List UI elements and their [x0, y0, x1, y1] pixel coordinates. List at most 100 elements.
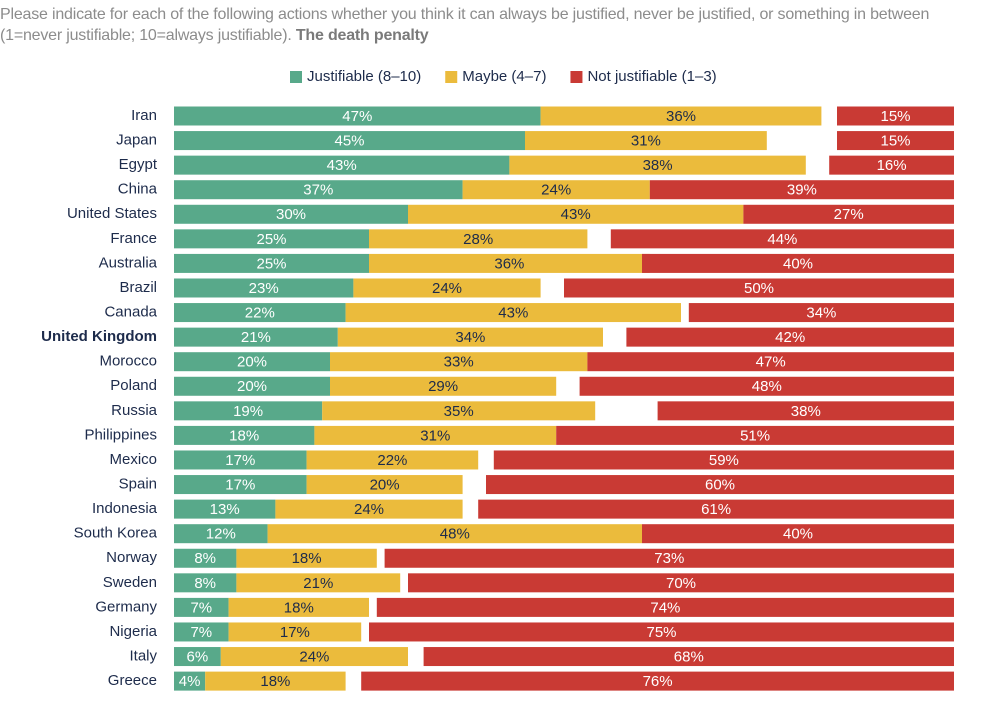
y-tick-label: Philippines	[84, 426, 157, 443]
value-label: 38%	[791, 403, 821, 420]
bar-segment	[174, 155, 510, 175]
bar-segment	[626, 327, 954, 347]
value-label: 30%	[276, 206, 306, 223]
bar-segment	[228, 622, 362, 642]
value-label: 29%	[428, 378, 458, 395]
bar-segment	[369, 253, 650, 273]
y-tick-label: Australia	[99, 254, 158, 271]
y-tick-label: South Korea	[74, 525, 158, 542]
y-tick-label: Egypt	[119, 156, 158, 173]
bar-segment	[837, 131, 954, 151]
bar-segment	[228, 597, 369, 617]
value-label: 35%	[444, 403, 474, 420]
value-label: 18%	[229, 427, 259, 444]
bar-segment	[174, 204, 408, 224]
value-label: 68%	[674, 649, 704, 666]
value-label: 24%	[541, 182, 571, 199]
value-label: 36%	[494, 255, 524, 272]
value-label: 20%	[237, 378, 267, 395]
bar-segment	[322, 401, 596, 421]
bar-segment	[330, 376, 557, 396]
value-label: 7%	[190, 624, 212, 641]
bar-segment	[314, 425, 557, 445]
bar-segment	[236, 573, 401, 593]
y-tick-label: United Kingdom	[41, 328, 157, 345]
value-label: 19%	[233, 403, 263, 420]
value-label: 44%	[767, 231, 797, 248]
value-label: 7%	[190, 599, 212, 616]
bar-segment	[174, 475, 307, 495]
value-label: 22%	[245, 305, 275, 322]
bar-segment	[369, 229, 588, 249]
bar-segment	[525, 131, 767, 151]
value-label: 4%	[179, 673, 201, 690]
value-label: 28%	[463, 231, 493, 248]
legend-label: Justifiable (8–10)	[307, 68, 421, 85]
value-label: 50%	[744, 280, 774, 297]
bar-segment	[642, 524, 954, 544]
bar-segment	[587, 352, 954, 372]
value-label: 38%	[643, 157, 673, 174]
value-label: 13%	[210, 501, 240, 518]
y-tick-label: Canada	[104, 304, 157, 321]
value-label: 47%	[756, 354, 786, 371]
legend-label: Not justifiable (1–3)	[587, 68, 716, 85]
bar-segment	[174, 524, 268, 544]
value-label: 18%	[292, 550, 322, 567]
y-tick-label: Poland	[110, 377, 157, 394]
bar-segment	[361, 671, 954, 691]
bar-segment	[408, 573, 954, 593]
value-label: 43%	[498, 305, 528, 322]
value-label: 51%	[740, 427, 770, 444]
value-label: 40%	[783, 526, 813, 543]
y-tick-label: Iran	[131, 107, 157, 124]
value-label: 75%	[646, 624, 676, 641]
value-label: 21%	[303, 575, 333, 592]
y-tick-label: Nigeria	[109, 623, 157, 640]
bar-segment	[174, 573, 237, 593]
legend-label: Maybe (4–7)	[462, 68, 546, 85]
y-tick-label: France	[110, 230, 157, 247]
bar-segment	[275, 499, 463, 519]
value-label: 8%	[194, 575, 216, 592]
y-tick-label: Russia	[111, 402, 158, 419]
value-label: 17%	[225, 452, 255, 469]
value-label: 27%	[834, 206, 864, 223]
value-label: 24%	[354, 501, 384, 518]
value-label: 37%	[303, 182, 333, 199]
bar-segment	[610, 229, 954, 249]
bar-segment	[174, 647, 221, 667]
value-label: 24%	[432, 280, 462, 297]
y-tick-label: Germany	[95, 598, 157, 615]
value-label: 24%	[299, 649, 329, 666]
bar-segment	[478, 499, 954, 519]
bar-segment	[236, 548, 377, 568]
y-tick-label: China	[118, 181, 158, 198]
bar-segment	[174, 425, 315, 445]
bar-segment	[174, 499, 276, 519]
topic: The death penalty	[295, 27, 429, 44]
y-tick-label: Indonesia	[92, 500, 158, 517]
bar-segment	[829, 155, 954, 175]
bar-segment	[267, 524, 642, 544]
value-label: 12%	[206, 526, 236, 543]
y-tick-label: United States	[67, 205, 157, 222]
value-label: 70%	[666, 575, 696, 592]
value-label: 39%	[787, 182, 817, 199]
y-tick-label: Greece	[108, 672, 157, 689]
value-label: 76%	[643, 673, 673, 690]
y-tick-label: Mexico	[109, 451, 157, 468]
value-label: 34%	[455, 329, 485, 346]
value-label: 74%	[650, 599, 680, 616]
bar-segment	[330, 352, 588, 372]
bar-segment	[174, 131, 525, 151]
bar-segment	[220, 647, 408, 667]
value-label: 21%	[241, 329, 271, 346]
value-label: 34%	[806, 305, 836, 322]
question: Please indicate for each of the followin…	[0, 6, 930, 44]
bar-segment	[564, 278, 954, 298]
value-label: 73%	[654, 550, 684, 567]
value-label: 47%	[342, 108, 372, 125]
